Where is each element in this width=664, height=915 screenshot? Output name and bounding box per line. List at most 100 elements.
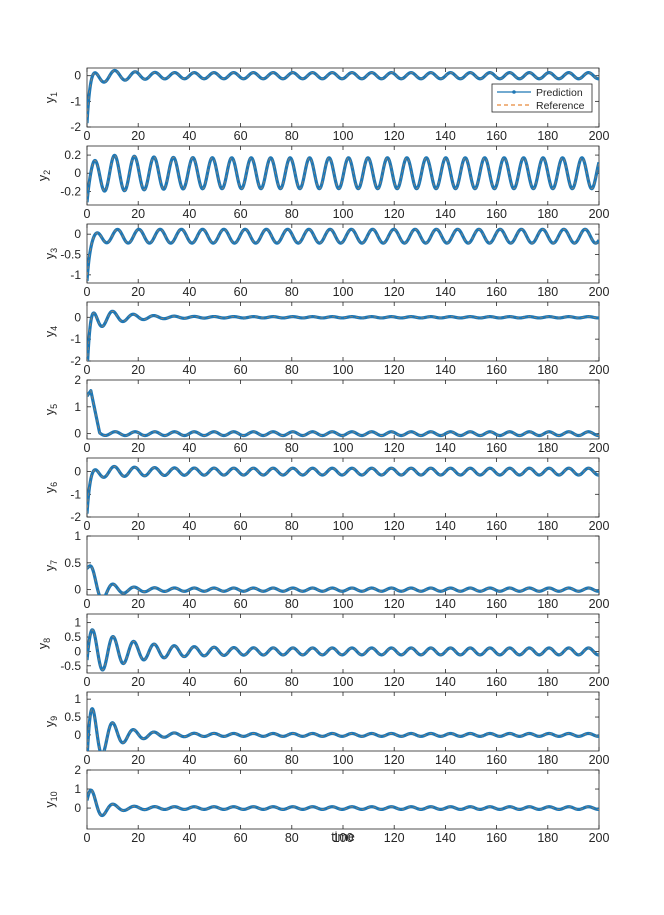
x-tick-label-5-40: 40 bbox=[182, 441, 196, 455]
y-tick-label-1-0: 0 bbox=[74, 69, 81, 83]
x-tick-label-7-40: 40 bbox=[182, 597, 196, 611]
y-tick-label-5-0: 0 bbox=[74, 427, 81, 441]
y-axis-label-3: y3 bbox=[43, 248, 59, 259]
x-tick-label-3-160: 160 bbox=[486, 285, 507, 299]
x-tick-label-8-160: 160 bbox=[486, 675, 507, 689]
x-tick-label-9-20: 20 bbox=[131, 753, 145, 767]
x-tick-label-6-160: 160 bbox=[486, 519, 507, 533]
x-tick-label-8-120: 120 bbox=[384, 675, 405, 689]
x-tick-label-7-0: 0 bbox=[84, 597, 91, 611]
legend-reference-label: Reference bbox=[536, 100, 585, 112]
x-tick-label-5-180: 180 bbox=[537, 441, 558, 455]
x-tick-label-4-60: 60 bbox=[234, 363, 248, 377]
series-reference-7 bbox=[87, 565, 599, 595]
legend-prediction-marker bbox=[512, 90, 516, 94]
x-tick-label-9-140: 140 bbox=[435, 753, 456, 767]
x-tick-label-6-140: 140 bbox=[435, 519, 456, 533]
y-tick-label-8-0: 0 bbox=[74, 644, 81, 658]
y-axis-label-6: y6 bbox=[43, 482, 59, 493]
y-axis-label-7: y7 bbox=[43, 560, 59, 571]
x-tick-label-7-200: 200 bbox=[589, 597, 610, 611]
x-tick-label-6-180: 180 bbox=[537, 519, 558, 533]
y-tick-label-3-0: 0 bbox=[74, 227, 81, 241]
y-tick-label-4--2: -2 bbox=[70, 354, 81, 368]
axes-box-10 bbox=[86, 769, 600, 830]
x-tick-label-10-180: 180 bbox=[537, 831, 558, 845]
x-tick-label-9-120: 120 bbox=[384, 753, 405, 767]
x-tick-label-1-20: 20 bbox=[131, 129, 145, 143]
y-tick-label-9-1: 1 bbox=[74, 692, 81, 706]
x-tick-label-2-80: 80 bbox=[285, 207, 299, 221]
y-tick-label-5-2: 2 bbox=[74, 373, 81, 387]
x-tick-label-8-100: 100 bbox=[333, 675, 354, 689]
x-tick-label-5-160: 160 bbox=[486, 441, 507, 455]
x-tick-label-5-20: 20 bbox=[131, 441, 145, 455]
x-tick-label-6-0: 0 bbox=[84, 519, 91, 533]
axes-box-6 bbox=[86, 457, 600, 518]
x-tick-label-2-180: 180 bbox=[537, 207, 558, 221]
x-tick-label-1-0: 0 bbox=[84, 129, 91, 143]
x-tick-label-10-20: 20 bbox=[131, 831, 145, 845]
x-tick-label-4-120: 120 bbox=[384, 363, 405, 377]
x-tick-label-8-140: 140 bbox=[435, 675, 456, 689]
x-tick-label-2-120: 120 bbox=[384, 207, 405, 221]
x-tick-label-9-40: 40 bbox=[182, 753, 196, 767]
x-tick-label-6-80: 80 bbox=[285, 519, 299, 533]
series-reference-8 bbox=[87, 629, 599, 671]
y-tick-label-7-1: 1 bbox=[74, 529, 81, 543]
x-tick-label-1-80: 80 bbox=[285, 129, 299, 143]
x-tick-label-5-120: 120 bbox=[384, 441, 405, 455]
y-axis-label-8: y8 bbox=[36, 638, 52, 649]
y-axis-label-1: y1 bbox=[43, 92, 59, 103]
x-tick-label-10-200: 200 bbox=[589, 831, 610, 845]
series-reference-4 bbox=[87, 310, 599, 361]
x-tick-label-8-80: 80 bbox=[285, 675, 299, 689]
x-tick-label-9-60: 60 bbox=[234, 753, 248, 767]
x-tick-label-6-40: 40 bbox=[182, 519, 196, 533]
series-reference-2 bbox=[87, 154, 599, 203]
x-tick-label-2-40: 40 bbox=[182, 207, 196, 221]
y-tick-label-4--1: -1 bbox=[70, 332, 81, 346]
axes-box-7 bbox=[86, 535, 600, 596]
x-tick-label-1-200: 200 bbox=[589, 129, 610, 143]
subplot-3: 0 20 40 60 80 100 120 140 160 180 200 -1 -0.5 0 y3 bbox=[43, 223, 609, 299]
x-tick-label-6-200: 200 bbox=[589, 519, 610, 533]
axes-box-4 bbox=[86, 301, 600, 362]
series-reference-6 bbox=[87, 466, 599, 514]
y-tick-label-8-1: 1 bbox=[74, 616, 81, 630]
subplot-6: 0 20 40 60 80 100 120 140 160 180 200 -2 -1 0 y6 bbox=[43, 457, 610, 533]
x-tick-label-9-0: 0 bbox=[84, 753, 91, 767]
y-axis-label-10: y10 bbox=[43, 791, 59, 807]
x-tick-label-8-40: 40 bbox=[182, 675, 196, 689]
x-tick-label-2-200: 200 bbox=[589, 207, 610, 221]
x-tick-label-3-60: 60 bbox=[234, 285, 248, 299]
x-tick-label-2-20: 20 bbox=[131, 207, 145, 221]
y-axis-label-9: y9 bbox=[43, 716, 59, 727]
x-tick-label-6-20: 20 bbox=[131, 519, 145, 533]
x-tick-label-10-80: 80 bbox=[285, 831, 299, 845]
x-tick-label-1-160: 160 bbox=[486, 129, 507, 143]
x-tick-label-4-100: 100 bbox=[333, 363, 354, 377]
subplot-10: 0 20 40 60 80 100 120 140 160 180 200 0 1 2 y10 bbox=[43, 763, 609, 845]
x-tick-label-10-0: 0 bbox=[84, 831, 91, 845]
x-tick-label-7-180: 180 bbox=[537, 597, 558, 611]
y-tick-label-1--1: -1 bbox=[70, 94, 81, 108]
axes-box-3 bbox=[86, 223, 600, 284]
x-axis-label: time bbox=[331, 830, 355, 844]
x-tick-label-3-140: 140 bbox=[435, 285, 456, 299]
x-tick-label-5-60: 60 bbox=[234, 441, 248, 455]
x-tick-label-2-140: 140 bbox=[435, 207, 456, 221]
subplot-4: 0 20 40 60 80 100 120 140 160 180 200 -2 -1 0 y4 bbox=[43, 301, 609, 377]
x-tick-label-10-120: 120 bbox=[384, 831, 405, 845]
x-tick-label-7-80: 80 bbox=[285, 597, 299, 611]
x-tick-label-2-160: 160 bbox=[486, 207, 507, 221]
axes-box-5 bbox=[86, 379, 600, 440]
y-tick-label-3--1: -1 bbox=[70, 268, 81, 282]
x-tick-label-1-120: 120 bbox=[384, 129, 405, 143]
x-tick-label-8-0: 0 bbox=[84, 675, 91, 689]
x-tick-label-8-20: 20 bbox=[131, 675, 145, 689]
x-tick-label-9-180: 180 bbox=[537, 753, 558, 767]
x-tick-label-8-180: 180 bbox=[537, 675, 558, 689]
y-tick-label-10-0: 0 bbox=[74, 801, 81, 815]
x-tick-label-6-100: 100 bbox=[333, 519, 354, 533]
